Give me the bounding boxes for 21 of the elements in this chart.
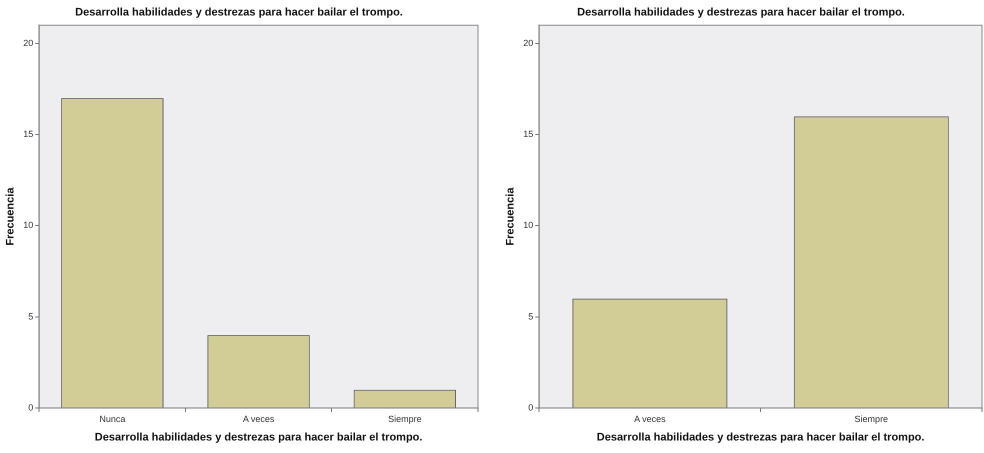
y-axis-title: Frecuencia — [504, 186, 517, 246]
y-tick-label: 0 — [28, 402, 34, 412]
y-tick-label: 15 — [523, 129, 534, 140]
y-tick-label: 20 — [23, 38, 34, 48]
y-axis-title: Frecuencia — [4, 186, 17, 246]
x-axis-title: Desarrolla habilidades y destrezas para hacer bailar el trompo. — [94, 431, 422, 444]
chart-title: Desarrolla habilidades y destrezas para hacer bailar el trompo. — [577, 6, 905, 19]
y-tick-label: 0 — [528, 402, 534, 412]
x-tick-label: A veces — [242, 414, 275, 424]
x-tick-label: Siempre — [854, 414, 888, 424]
x-tick-label: A veces — [634, 414, 666, 424]
y-tick-label: 10 — [23, 220, 34, 230]
y-tick-label: 5 — [28, 311, 34, 322]
y-tick-label: 20 — [523, 38, 534, 48]
x-tick-label: Siempre — [388, 414, 422, 424]
x-tick-label: Nunca — [99, 414, 126, 424]
chart-title: Desarrolla habilidades y destrezas para hacer bailar el trompo. — [75, 6, 403, 19]
x-axis-title: Desarrolla habilidades y destrezas para hacer bailar el trompo. — [596, 431, 924, 444]
y-tick-label: 5 — [528, 311, 534, 322]
y-tick-label: 15 — [23, 129, 34, 140]
y-tick-label: 10 — [523, 220, 534, 230]
